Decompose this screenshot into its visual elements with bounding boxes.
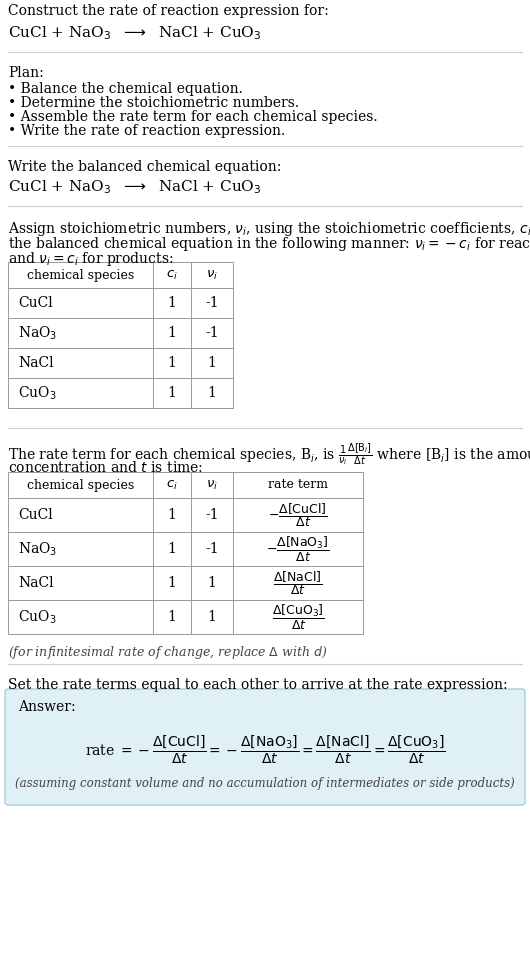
Text: 1: 1 [208,576,216,590]
Text: 1: 1 [167,576,176,590]
Text: chemical species: chemical species [27,268,134,282]
Text: -1: -1 [205,326,219,340]
Text: 1: 1 [208,386,216,400]
Text: NaCl: NaCl [18,356,54,370]
Text: 1: 1 [167,296,176,310]
Text: CuCl + NaO$_3$  $\longrightarrow$  NaCl + CuO$_3$: CuCl + NaO$_3$ $\longrightarrow$ NaCl + … [8,178,261,195]
Text: Answer:: Answer: [18,700,76,714]
Text: rate term: rate term [268,478,328,492]
Text: $c_i$: $c_i$ [166,478,178,492]
Text: (assuming constant volume and no accumulation of intermediates or side products): (assuming constant volume and no accumul… [15,777,515,790]
Text: $c_i$: $c_i$ [166,268,178,282]
Text: 1: 1 [167,508,176,522]
Text: (for infinitesimal rate of change, replace $\Delta$ with $d$): (for infinitesimal rate of change, repla… [8,644,328,661]
Text: NaCl: NaCl [18,576,54,590]
Text: NaO$_3$: NaO$_3$ [18,325,57,342]
Text: 1: 1 [167,356,176,370]
Text: CuCl: CuCl [18,296,53,310]
Text: • Write the rate of reaction expression.: • Write the rate of reaction expression. [8,124,285,138]
Text: Set the rate terms equal to each other to arrive at the rate expression:: Set the rate terms equal to each other t… [8,678,508,692]
Text: 1: 1 [167,326,176,340]
FancyBboxPatch shape [5,689,525,805]
Text: Assign stoichiometric numbers, $\nu_i$, using the stoichiometric coefficients, $: Assign stoichiometric numbers, $\nu_i$, … [8,220,530,238]
Text: 1: 1 [167,386,176,400]
Text: CuO$_3$: CuO$_3$ [18,384,56,401]
Text: the balanced chemical equation in the following manner: $\nu_i = -c_i$ for react: the balanced chemical equation in the fo… [8,235,530,253]
Text: NaO$_3$: NaO$_3$ [18,540,57,558]
Text: 1: 1 [167,610,176,624]
Text: CuCl + NaO$_3$  $\longrightarrow$  NaCl + CuO$_3$: CuCl + NaO$_3$ $\longrightarrow$ NaCl + … [8,24,261,42]
Text: $\dfrac{\Delta[\mathrm{CuO_3}]}{\Delta t}$: $\dfrac{\Delta[\mathrm{CuO_3}]}{\Delta t… [271,603,324,632]
Text: The rate term for each chemical species, B$_i$, is $\frac{1}{\nu_i}\frac{\Delta[: The rate term for each chemical species,… [8,442,530,469]
Text: -1: -1 [205,542,219,556]
Text: 1: 1 [208,610,216,624]
Text: -1: -1 [205,508,219,522]
Bar [8,472,363,634]
Text: CuO$_3$: CuO$_3$ [18,608,56,626]
Text: $\nu_i$: $\nu_i$ [206,268,218,282]
Text: 1: 1 [167,542,176,556]
Text: Plan:: Plan: [8,66,44,80]
Text: Construct the rate of reaction expression for:: Construct the rate of reaction expressio… [8,4,329,18]
Text: • Determine the stoichiometric numbers.: • Determine the stoichiometric numbers. [8,96,299,110]
Text: • Assemble the rate term for each chemical species.: • Assemble the rate term for each chemic… [8,110,377,124]
Text: chemical species: chemical species [27,478,134,492]
Text: $\dfrac{\Delta[\mathrm{NaCl}]}{\Delta t}$: $\dfrac{\Delta[\mathrm{NaCl}]}{\Delta t}… [273,569,323,597]
Bar [8,262,233,408]
Text: $\nu_i$: $\nu_i$ [206,478,218,492]
Text: and $\nu_i = c_i$ for products:: and $\nu_i = c_i$ for products: [8,250,173,268]
Text: Write the balanced chemical equation:: Write the balanced chemical equation: [8,160,281,174]
Text: rate $= -\dfrac{\Delta[\mathrm{CuCl}]}{\Delta t} = -\dfrac{\Delta[\mathrm{NaO_3}: rate $= -\dfrac{\Delta[\mathrm{CuCl}]}{\… [85,734,445,766]
Text: 1: 1 [208,356,216,370]
Text: concentration and $t$ is time:: concentration and $t$ is time: [8,460,203,475]
Text: -1: -1 [205,296,219,310]
Text: CuCl: CuCl [18,508,53,522]
Text: $-\dfrac{\Delta[\mathrm{NaO_3}]}{\Delta t}$: $-\dfrac{\Delta[\mathrm{NaO_3}]}{\Delta … [266,535,330,564]
Text: $-\dfrac{\Delta[\mathrm{CuCl}]}{\Delta t}$: $-\dfrac{\Delta[\mathrm{CuCl}]}{\Delta t… [268,501,328,529]
Text: • Balance the chemical equation.: • Balance the chemical equation. [8,82,243,96]
